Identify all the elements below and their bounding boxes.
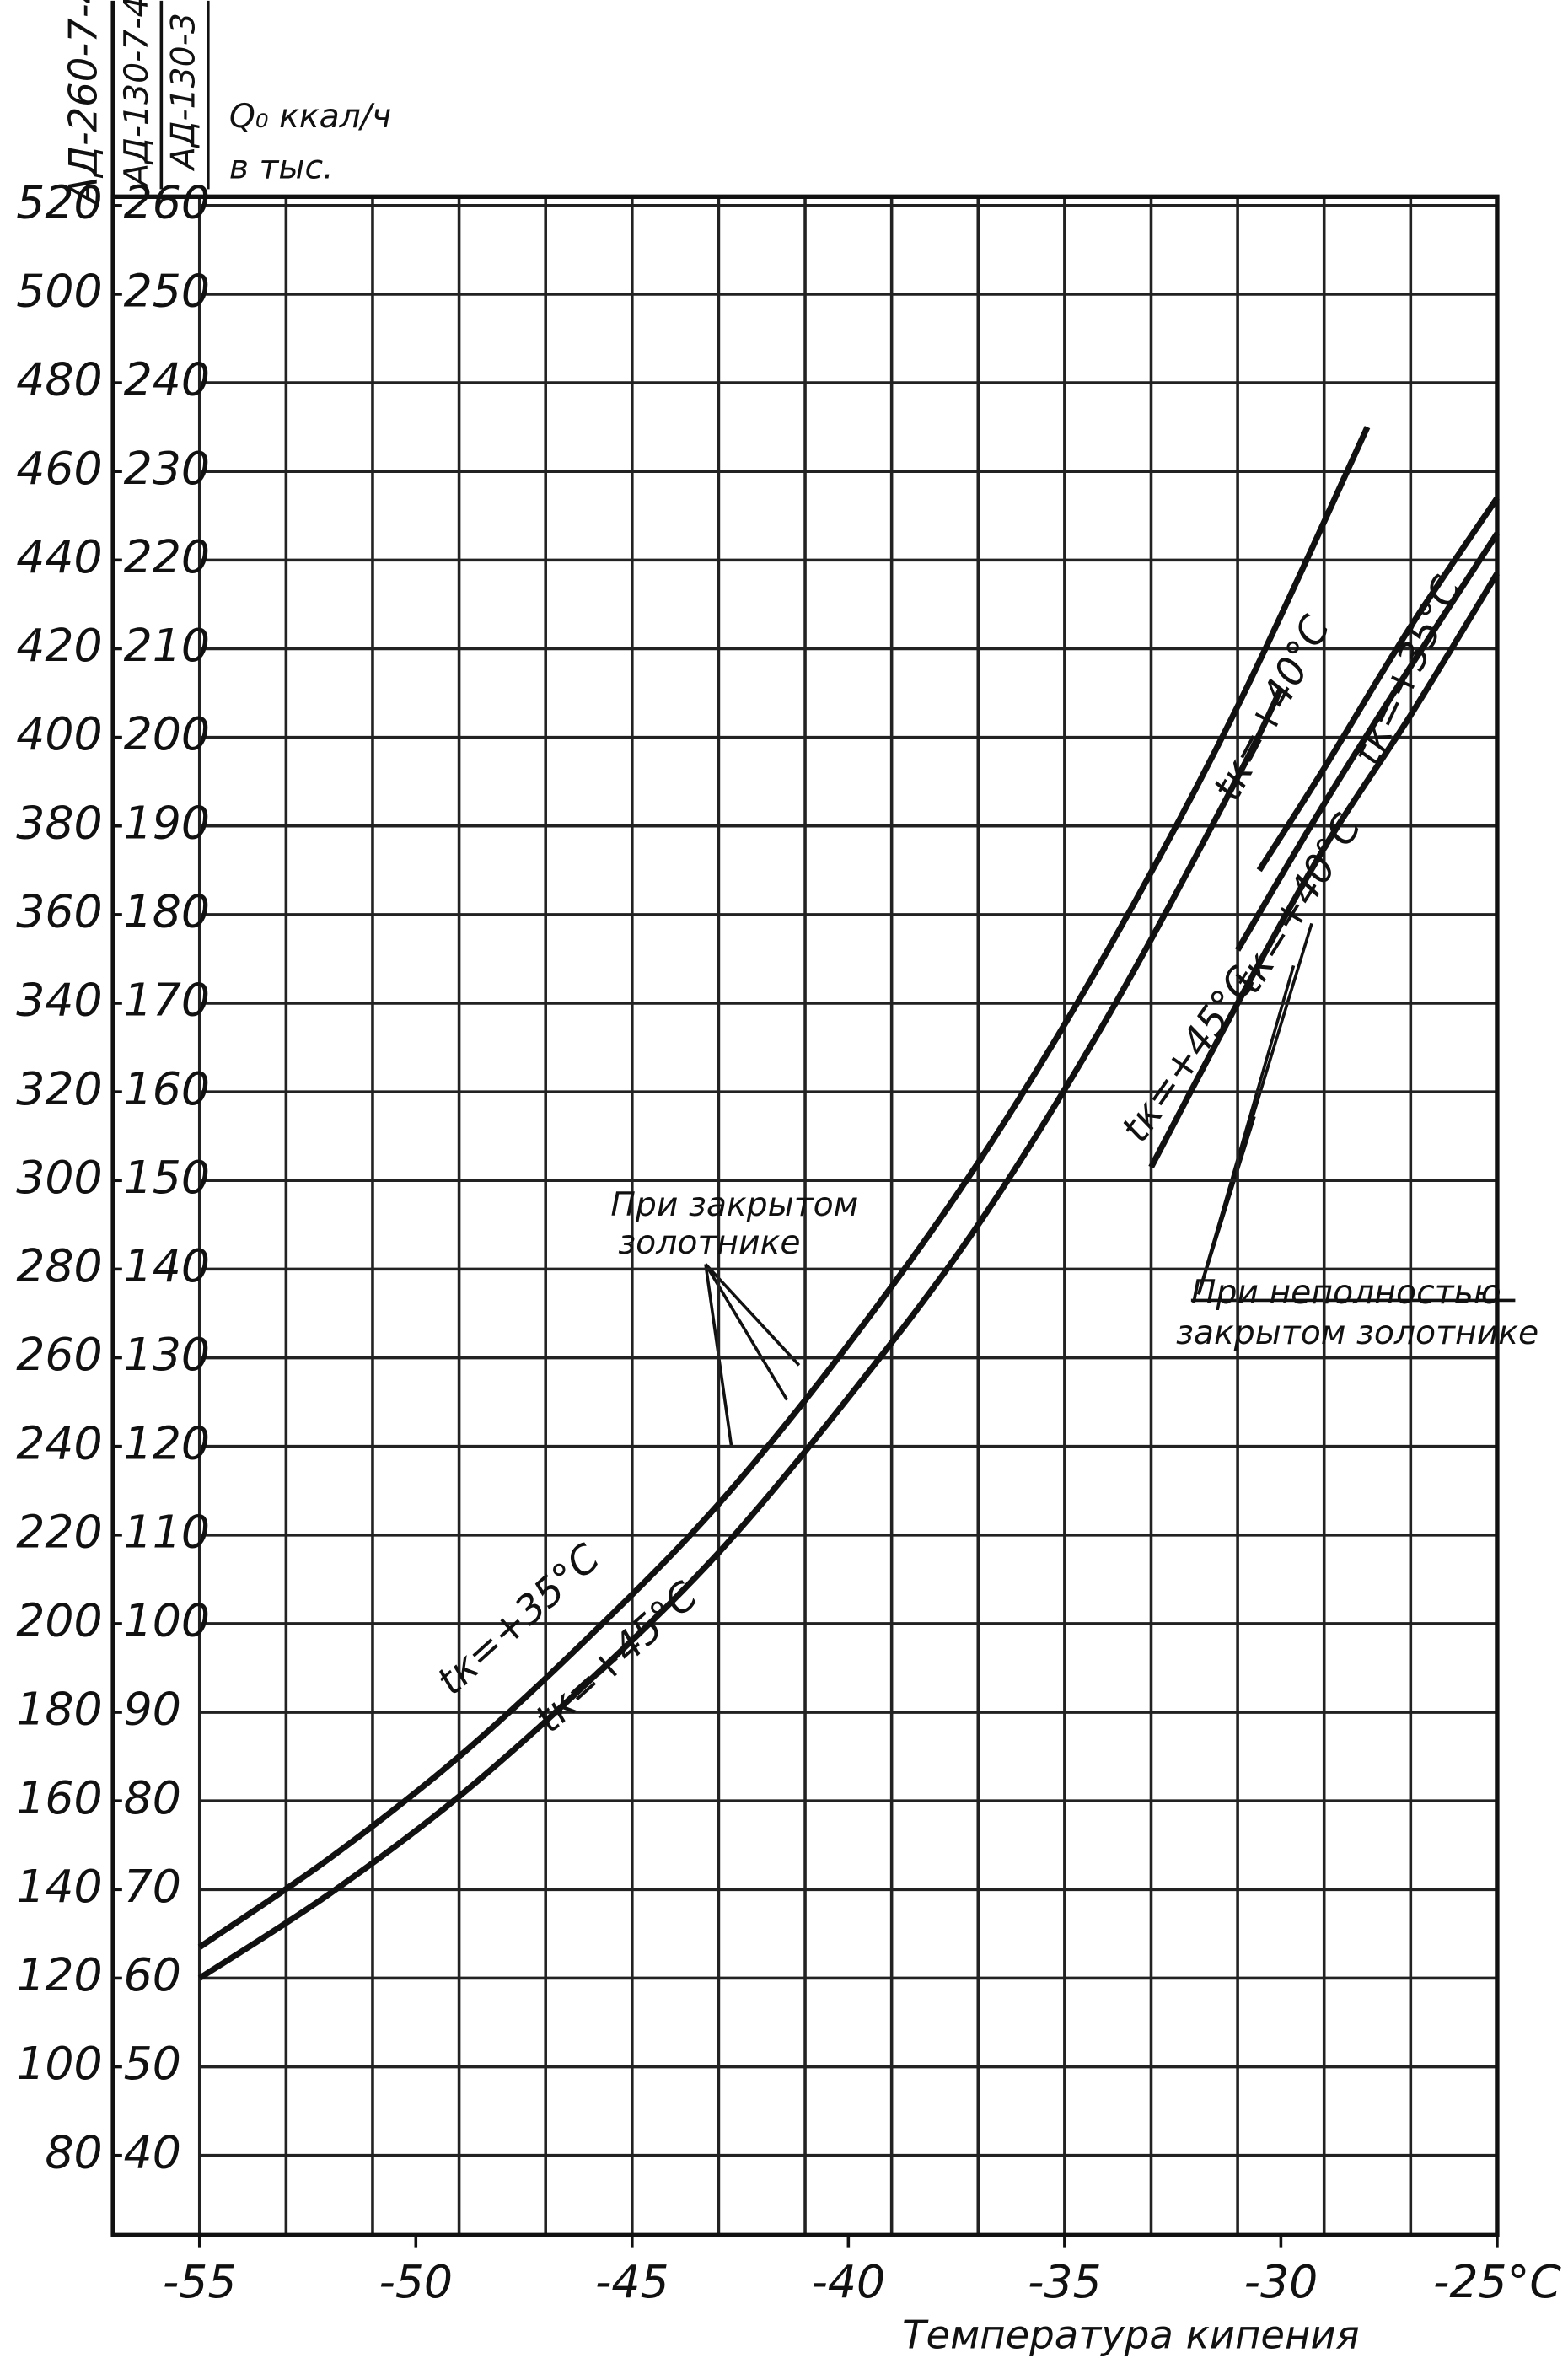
y-tick-label: 220 bbox=[16, 1505, 102, 1558]
y-tick-label: 80 bbox=[45, 2125, 102, 2178]
pointer bbox=[704, 1263, 801, 1367]
y-tick-label: 260 bbox=[16, 1328, 102, 1381]
annotation: При неполностью bbox=[1191, 1273, 1501, 1312]
y2-tick-label: 70 bbox=[124, 1860, 181, 1913]
y-tick-label: 520 bbox=[16, 175, 102, 228]
y-tick-label: 100 bbox=[16, 2037, 102, 2090]
y2-tick-label: 110 bbox=[124, 1505, 210, 1558]
series-line bbox=[197, 687, 1284, 1981]
axis-name: АД-130-7-4 bbox=[117, 0, 156, 189]
annotation: золотнике bbox=[618, 1223, 800, 1262]
series-line bbox=[1256, 496, 1500, 873]
y2-tick-label: 250 bbox=[124, 265, 210, 318]
x-tick-label: -50 bbox=[379, 2255, 453, 2308]
y-tick-label: 120 bbox=[16, 1948, 102, 2001]
y-tick-label: 200 bbox=[16, 1594, 102, 1647]
y-tick-label: 500 bbox=[16, 265, 102, 318]
y2-tick-label: 160 bbox=[124, 1062, 210, 1115]
y-tick-label: 140 bbox=[16, 1860, 102, 1913]
y2-tick-label: 130 bbox=[124, 1328, 210, 1381]
y2-tick-label: 180 bbox=[124, 885, 210, 938]
y2-tick-label: 200 bbox=[124, 707, 210, 760]
series-line bbox=[1148, 572, 1500, 1169]
y-tick-label: 460 bbox=[16, 442, 102, 495]
y2-tick-label: 260 bbox=[124, 175, 210, 228]
y2-tick-label: 40 bbox=[124, 2125, 181, 2178]
series-line bbox=[197, 426, 1371, 1950]
x-tick-label: -55 bbox=[163, 2255, 237, 2308]
y2-tick-label: 190 bbox=[124, 796, 210, 849]
y-tick-label: 300 bbox=[16, 1151, 102, 1204]
x-tick-label: -30 bbox=[1244, 2255, 1318, 2308]
y2-tick-label: 230 bbox=[124, 442, 210, 495]
y-tick-label: 360 bbox=[16, 885, 102, 938]
y-tick-label: 440 bbox=[16, 530, 102, 583]
x-tick-label: -45 bbox=[595, 2255, 669, 2308]
series-line bbox=[1235, 531, 1500, 952]
y2-tick-label: 240 bbox=[124, 353, 210, 406]
x-tick-label: -40 bbox=[812, 2255, 886, 2308]
y-tick-label: 160 bbox=[16, 1771, 102, 1824]
y2-tick-label: 100 bbox=[124, 1594, 210, 1647]
y-axis-label: Q₀ ккал/ч bbox=[229, 97, 391, 136]
y2-tick-label: 210 bbox=[124, 619, 210, 672]
axis-name: АД-260-7-4 bbox=[60, 0, 105, 206]
y-axis-label: в тыс. bbox=[229, 148, 334, 187]
y-tick-label: 480 bbox=[16, 353, 102, 406]
pointer bbox=[1197, 922, 1313, 1295]
y-tick-label: 320 bbox=[16, 1062, 102, 1115]
y2-tick-label: 140 bbox=[124, 1239, 210, 1292]
y-tick-label: 400 bbox=[16, 707, 102, 760]
axis-name: АД-130-3 bbox=[164, 13, 202, 172]
y-tick-label: 240 bbox=[16, 1416, 102, 1469]
y2-tick-label: 90 bbox=[124, 1683, 181, 1736]
y2-tick-label: 50 bbox=[124, 2037, 181, 2090]
y-tick-label: 340 bbox=[16, 974, 102, 1027]
y2-tick-label: 60 bbox=[124, 1948, 181, 2001]
annotation: закрытом золотнике bbox=[1176, 1313, 1538, 1352]
y2-tick-label: 170 bbox=[124, 974, 210, 1027]
x-tick-label: -25°C bbox=[1433, 2255, 1561, 2308]
y-tick-label: 280 bbox=[16, 1239, 102, 1292]
y-tick-label: 380 bbox=[16, 796, 102, 849]
y2-tick-label: 120 bbox=[124, 1416, 210, 1469]
x-tick-label: -35 bbox=[1028, 2255, 1102, 2308]
y2-tick-label: 220 bbox=[124, 530, 210, 583]
x-axis-label: Температура кипения bbox=[902, 2312, 1359, 2357]
y-tick-label: 180 bbox=[16, 1683, 102, 1736]
annotation: При закрытом bbox=[610, 1185, 858, 1224]
y-tick-label: 420 bbox=[16, 619, 102, 672]
y2-tick-label: 80 bbox=[124, 1771, 181, 1824]
y2-tick-label: 150 bbox=[124, 1151, 210, 1204]
